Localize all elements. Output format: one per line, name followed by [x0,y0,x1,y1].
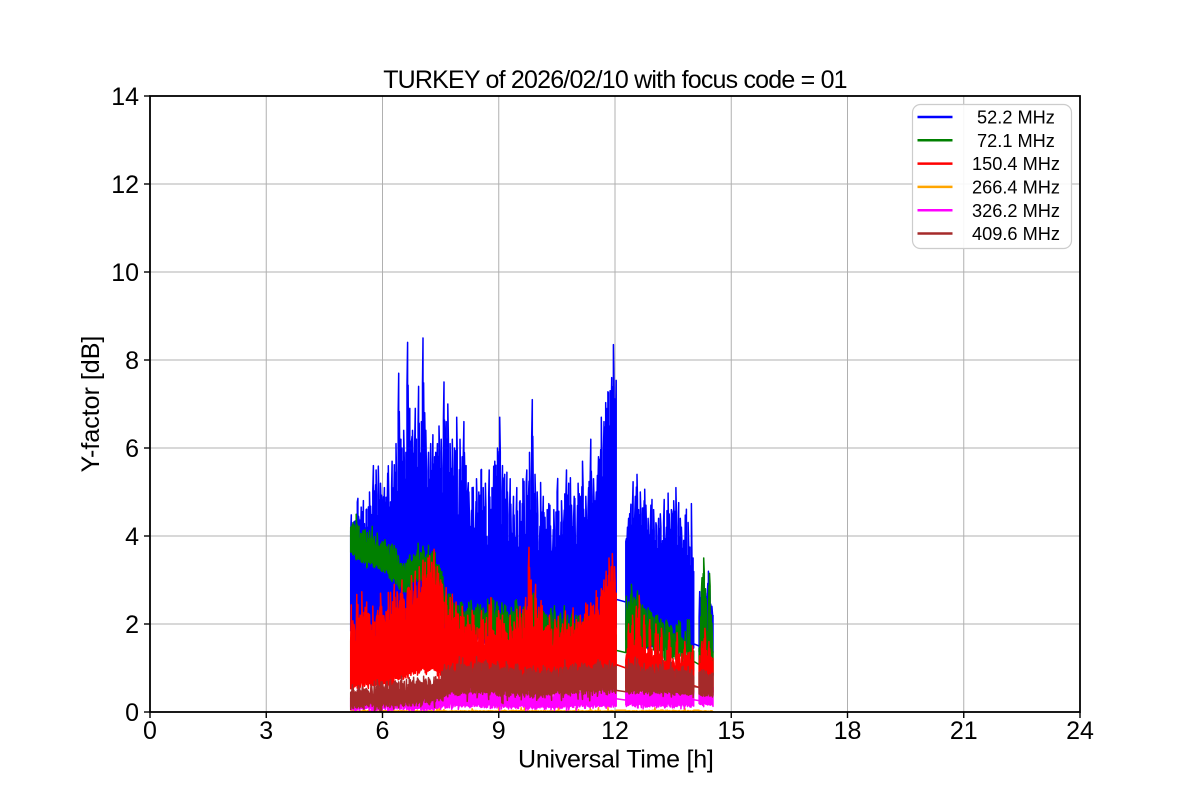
svg-text:24: 24 [1066,717,1094,745]
svg-text:326.2 MHz: 326.2 MHz [972,201,1060,221]
svg-text:0: 0 [143,717,157,745]
svg-text:9: 9 [492,717,506,745]
svg-text:6: 6 [376,717,390,745]
svg-text:6: 6 [125,435,139,463]
svg-text:8: 8 [125,347,139,375]
svg-text:266.4 MHz: 266.4 MHz [972,178,1060,198]
svg-text:150.4 MHz: 150.4 MHz [972,154,1060,174]
svg-text:72.1 MHz: 72.1 MHz [972,131,1055,151]
svg-text:15: 15 [717,717,745,745]
svg-text:Y-factor [dB]: Y-factor [dB] [77,336,105,473]
svg-text:18: 18 [834,717,862,745]
svg-text:14: 14 [111,83,139,111]
svg-text:10: 10 [111,259,139,287]
svg-text:TURKEY of 2026/02/10 with focu: TURKEY of 2026/02/10 with focus code = 0… [383,66,847,94]
svg-text:12: 12 [601,717,629,745]
svg-text:3: 3 [259,717,273,745]
svg-text:12: 12 [111,171,139,199]
svg-text:0: 0 [125,699,139,727]
svg-text:409.6 MHz: 409.6 MHz [972,224,1060,244]
svg-text:Universal Time [h]: Universal Time [h] [518,746,714,774]
svg-text:4: 4 [125,523,139,551]
svg-text:2: 2 [125,611,139,639]
svg-text:21: 21 [950,717,978,745]
svg-text:52.2 MHz: 52.2 MHz [972,108,1055,128]
